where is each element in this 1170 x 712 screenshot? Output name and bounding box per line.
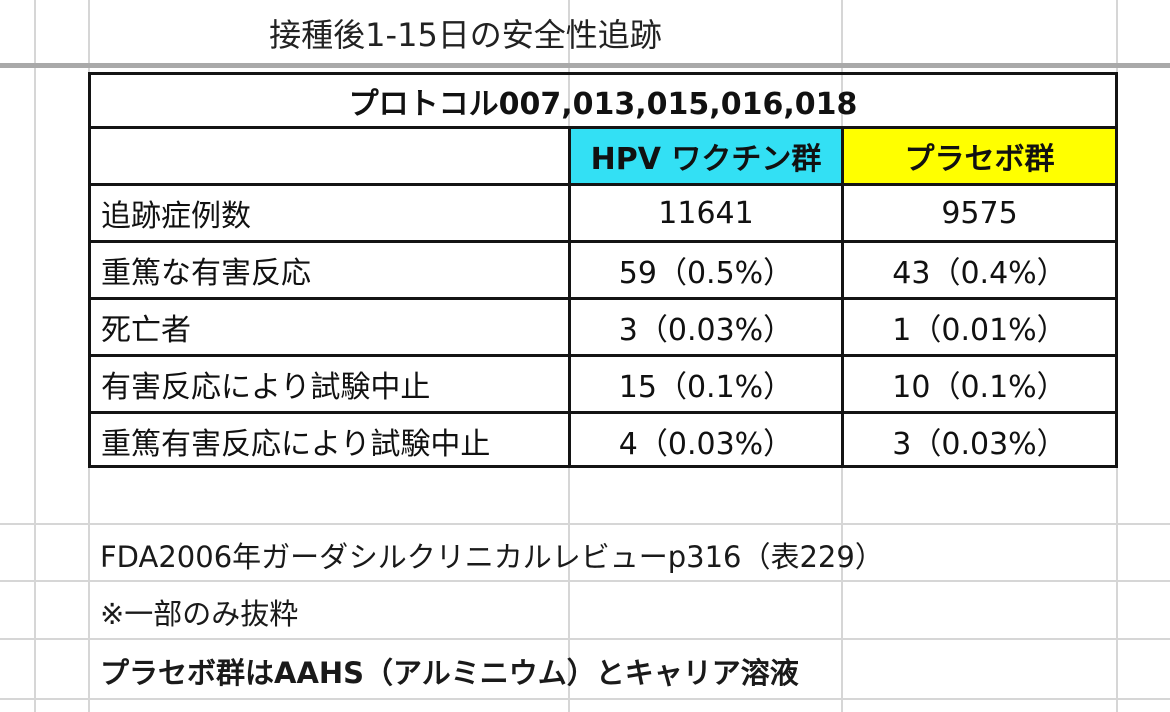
placebo-value: 43（0.4%） <box>892 256 1067 291</box>
table-border <box>88 72 91 468</box>
safety-table: プロトコル007,013,015,016,018 HPV ワクチン群 プラセボ群… <box>88 72 1118 468</box>
row-label: 重篤有害反応により試験中止 <box>101 427 491 462</box>
frozen-row-divider <box>0 63 1170 68</box>
table-border <box>1115 72 1118 468</box>
placebo-group-header: プラセボ群 <box>844 129 1115 183</box>
table-border <box>88 240 1118 243</box>
table-border <box>88 465 1118 468</box>
hpv-group-header: HPV ワクチン群 <box>571 129 841 183</box>
table-border <box>88 354 1118 357</box>
hpv-value: 59（0.5%） <box>618 256 794 291</box>
protocol-header: プロトコル007,013,015,016,018 <box>348 86 858 122</box>
row-label: 死亡者 <box>101 313 191 348</box>
table-border <box>88 297 1118 300</box>
grid-row-line <box>0 580 1170 582</box>
placebo-value: 3（0.03%） <box>892 427 1067 462</box>
hpv-value: 11641 <box>658 195 754 231</box>
row-label: 重篤な有害反応 <box>101 256 311 291</box>
table-border <box>88 72 1118 75</box>
grid-row-line <box>0 638 1170 640</box>
table-border <box>88 183 1118 186</box>
placebo-value: 9575 <box>941 195 1018 231</box>
grid-row-line <box>0 698 1170 700</box>
table-border <box>841 126 844 468</box>
sheet-title: 接種後1-15日の安全性追跡 <box>269 16 662 54</box>
excerpt-note: ※一部のみ抜粋 <box>100 597 299 631</box>
placebo-value: 1（0.01%） <box>892 313 1067 348</box>
hpv-value: 4（0.03%） <box>618 427 794 462</box>
placebo-value: 10（0.1%） <box>892 370 1067 405</box>
grid-column-line <box>34 0 36 712</box>
source-note: FDA2006年ガーダシルクリニカルレビューp316（表229） <box>100 540 884 574</box>
grid-row-line <box>0 523 1170 525</box>
table-border <box>568 126 571 468</box>
table-border <box>88 411 1118 414</box>
hpv-value: 3（0.03%） <box>618 313 794 348</box>
hpv-value: 15（0.1%） <box>618 370 794 405</box>
row-label: 有害反応により試験中止 <box>101 370 431 405</box>
row-label: 追跡症例数 <box>101 199 251 234</box>
table-border <box>88 126 1118 129</box>
placebo-composition-note: プラセボ群はAAHS（アルミニウム）とキャリア溶液 <box>100 656 799 690</box>
